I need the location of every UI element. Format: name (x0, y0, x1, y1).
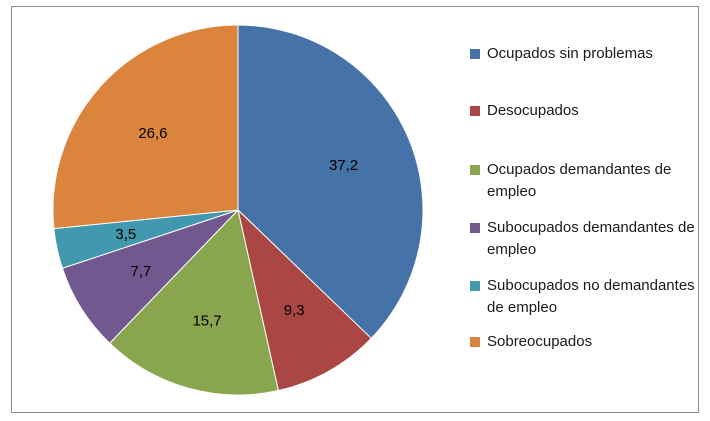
legend-label: Sobreocupados (487, 333, 593, 350)
legend-swatch (470, 49, 480, 59)
pie-chart: 37,2 9,3 15,7 7,7 3,5 26,6 (52, 24, 424, 396)
slice-ocupados-demandantes (108, 208, 279, 396)
legend-label: Subocupados no demandantes de empleo (487, 277, 695, 316)
legend-swatch (470, 165, 480, 175)
data-label: 15,7 (192, 312, 221, 329)
chart-area: 37,2 9,3 15,7 7,7 3,5 26,6 Ocupados sin probl… (11, 6, 699, 413)
data-label: 37,2 (329, 157, 358, 174)
slice-desocupados (237, 208, 372, 392)
legend-swatch (470, 337, 480, 347)
legend-swatch (470, 223, 480, 233)
slice-sobreocupados (52, 24, 239, 230)
data-label: 7,7 (131, 263, 152, 280)
legend-label: Ocupados sin problemas (487, 45, 653, 62)
legend-swatch (470, 106, 480, 116)
data-label: 3,5 (115, 226, 136, 243)
slice-ocupados-sin-problemas (237, 24, 424, 340)
data-label: 9,3 (284, 302, 305, 319)
legend-swatch (470, 281, 480, 291)
legend-label: Desocupados (487, 102, 579, 119)
data-label: 26,6 (138, 125, 167, 142)
legend-label: Ocupados demandantes de empleo (487, 161, 672, 200)
legend-label: Subocupados demandantes de empleo (487, 219, 695, 258)
